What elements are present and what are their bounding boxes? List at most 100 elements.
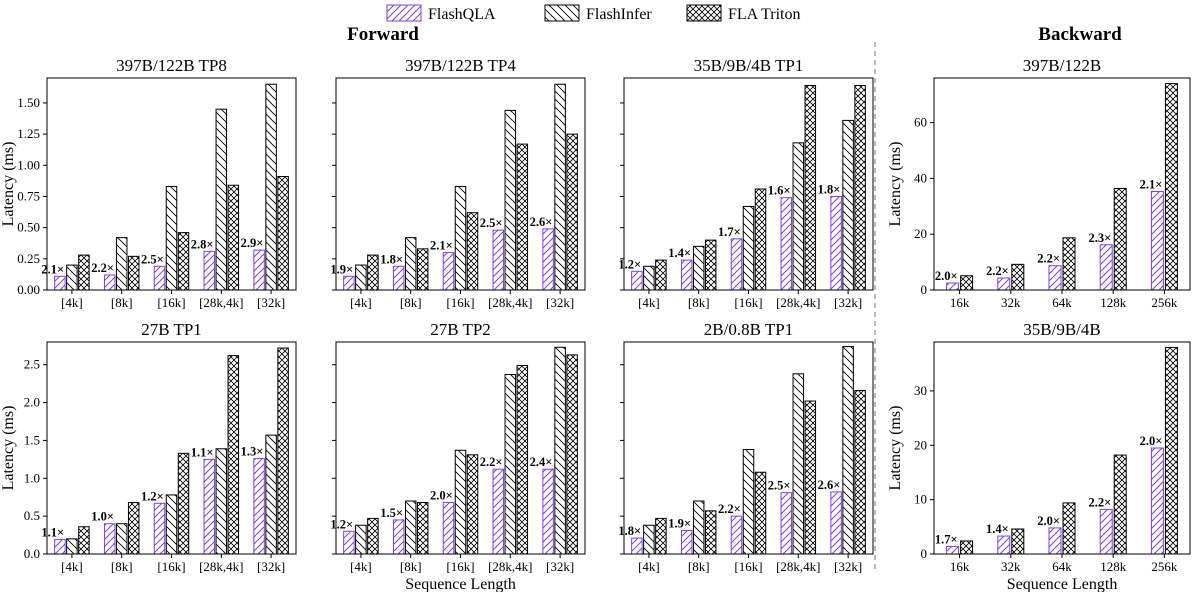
bar-flashqla xyxy=(343,530,355,555)
y-tick-label: 1.0 xyxy=(24,470,40,485)
speedup-label: 2.2× xyxy=(718,502,741,516)
bar-flashqla xyxy=(830,195,842,291)
speedup-label: 1.8× xyxy=(618,524,641,538)
speedup-label: 2.5× xyxy=(141,252,164,266)
bar-flashinfer xyxy=(554,346,566,555)
bar-fla-triton xyxy=(177,232,190,291)
bar-flashinfer xyxy=(643,265,655,291)
bar-fla-triton xyxy=(854,84,866,291)
x-tick-label: 128k xyxy=(1100,559,1127,574)
speedup-label: 2.5× xyxy=(768,479,791,493)
x-tick-label: [16k] xyxy=(734,295,762,310)
legend-swatch-flashinfer xyxy=(544,4,580,22)
bar-fla-triton xyxy=(1062,502,1076,555)
bar-flashinfer xyxy=(404,500,417,555)
panel-title: 27B TP2 xyxy=(430,320,491,339)
bar-flashqla xyxy=(203,458,216,555)
bar-flashinfer xyxy=(454,449,467,555)
y-axis-label: Latency (ms) xyxy=(887,406,904,491)
bar-flashinfer xyxy=(66,264,78,291)
bar-fla-triton xyxy=(227,184,240,291)
speedup-label: 2.2× xyxy=(91,261,114,275)
y-tick-label: 10 xyxy=(914,492,927,507)
speedup-label: 1.0× xyxy=(91,510,114,524)
legend-label-flashinfer: FlashInfer xyxy=(586,6,652,23)
bar-flashinfer xyxy=(115,237,128,291)
panel-title: 2B/0.8B TP1 xyxy=(704,320,793,339)
x-tick-label: [32k] xyxy=(834,295,862,310)
bar-flashqla xyxy=(680,259,693,291)
speedup-label: 2.0× xyxy=(1037,514,1060,528)
bar-flashinfer xyxy=(165,494,178,555)
speedup-label: 1.8× xyxy=(818,182,841,196)
bar-flashinfer xyxy=(692,245,705,291)
bar-flashqla xyxy=(730,515,743,555)
x-tick-label: [16k] xyxy=(157,559,185,574)
speedup-label: 2.0× xyxy=(935,269,958,283)
bar-fla-triton xyxy=(78,254,90,291)
panel-title: 397B/122B TP8 xyxy=(116,56,227,75)
bar-flashqla xyxy=(442,252,455,291)
panel-title: 35B/9B/4B xyxy=(1023,320,1100,339)
bar-flashqla xyxy=(631,270,643,291)
x-tick-label: [8k] xyxy=(111,559,133,574)
speedup-label: 1.4× xyxy=(986,522,1009,536)
speedup-label: 1.2× xyxy=(618,257,641,271)
bar-fla-triton xyxy=(466,212,479,291)
speedup-label: 1.2× xyxy=(141,489,164,503)
chart-panel-397b-122b-tp4: 397B/122B TP4 1.9× [4k] 1.8× [8k] 2.1× [16k] 2.… xyxy=(330,56,586,310)
y-tick-label: 30 xyxy=(914,383,927,398)
bar-flashinfer xyxy=(742,205,755,291)
x-tick-label: [32k] xyxy=(546,295,574,310)
speedup-label: 2.8× xyxy=(191,237,214,251)
bar-fla-triton xyxy=(1062,237,1076,291)
axes-frame xyxy=(933,77,1191,291)
x-tick-label: 256k xyxy=(1151,295,1178,310)
x-tick-label: [28k,4k] xyxy=(199,295,243,310)
bar-flashinfer xyxy=(792,142,805,291)
bar-flashqla xyxy=(997,277,1011,291)
bar-fla-triton xyxy=(416,248,429,291)
x-tick-label: [16k] xyxy=(734,559,762,574)
chart-panel-397b-122b-tp8: 397B/122B TP8 0.00 0.25 0.50 0.75 1.00 1.25 1.5… xyxy=(0,56,297,310)
y-tick-label: 0.75 xyxy=(17,188,40,203)
bar-flashinfer xyxy=(66,538,78,555)
speedup-label: 2.6× xyxy=(530,215,553,229)
bar-flashinfer xyxy=(692,500,705,555)
bar-flashqla xyxy=(54,539,66,555)
bar-flashqla xyxy=(830,491,842,555)
bar-flashqla xyxy=(343,275,355,291)
bar-flashinfer xyxy=(454,185,467,291)
bar-fla-triton xyxy=(804,400,817,555)
bar-flashqla xyxy=(253,458,265,555)
speedup-label: 2.3× xyxy=(1088,231,1111,245)
bar-flashinfer xyxy=(554,83,566,291)
x-tick-label: [4k] xyxy=(638,559,660,574)
bar-flashinfer xyxy=(792,373,805,555)
x-tick-label: [32k] xyxy=(257,559,285,574)
section-title-backward: Backward xyxy=(1038,24,1122,45)
axes-frame xyxy=(46,341,297,555)
bar-flashqla xyxy=(1048,265,1062,291)
speedup-label: 2.2× xyxy=(1037,252,1060,266)
y-axis-label: Latency (ms) xyxy=(0,406,17,491)
y-axis-label: Latency (ms) xyxy=(0,142,17,227)
charts: 397B/122B TP80.000.250.500.751.001.251.5… xyxy=(0,56,1191,592)
speedup-label: 1.5× xyxy=(380,506,403,520)
x-tick-label: 16k xyxy=(950,559,970,574)
x-tick-label: [8k] xyxy=(688,559,710,574)
bar-flashqla xyxy=(253,249,265,291)
axes-frame xyxy=(933,341,1191,555)
y-tick-label: 2.5 xyxy=(24,357,40,372)
x-tick-label: [28k,4k] xyxy=(776,559,820,574)
bar-fla-triton xyxy=(704,510,717,555)
bar-flashqla xyxy=(1099,244,1113,291)
speedup-label: 1.2× xyxy=(330,517,353,531)
x-tick-label: 16k xyxy=(950,295,970,310)
bar-flashqla xyxy=(1150,447,1164,555)
speedup-label: 2.1× xyxy=(1140,178,1163,192)
bar-fla-triton xyxy=(655,259,667,291)
bar-flashqla xyxy=(946,545,960,555)
bar-flashinfer xyxy=(643,524,655,555)
bar-flashinfer xyxy=(355,524,367,555)
